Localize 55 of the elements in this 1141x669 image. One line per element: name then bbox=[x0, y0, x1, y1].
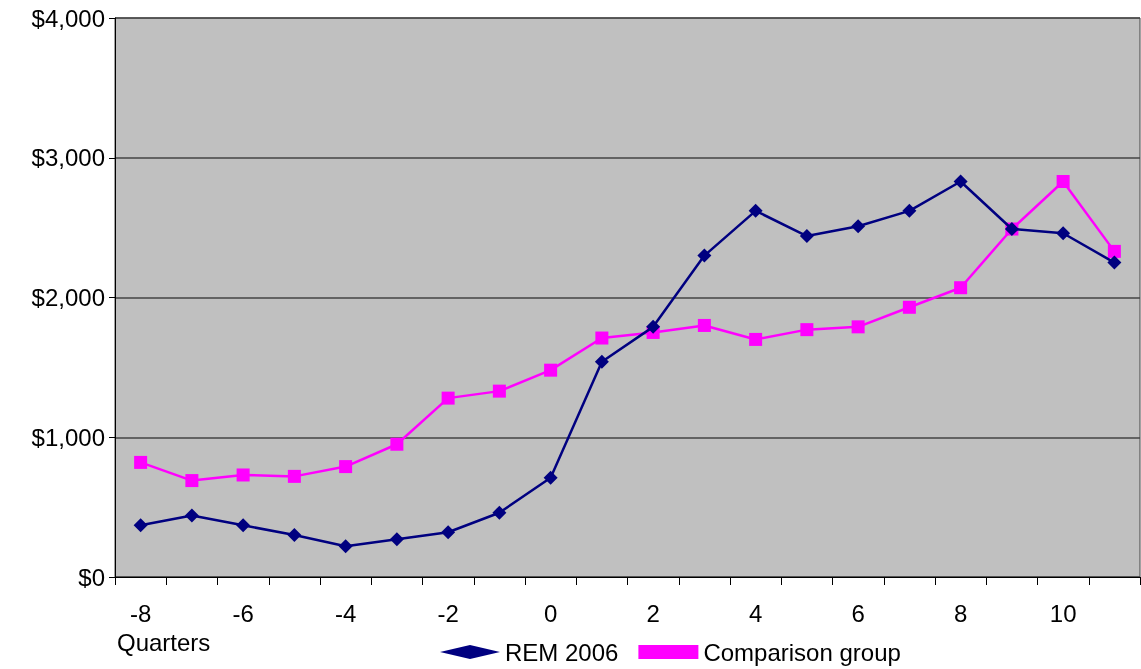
point bbox=[236, 518, 251, 533]
point bbox=[390, 437, 404, 451]
point bbox=[543, 470, 558, 485]
point bbox=[953, 174, 968, 189]
point bbox=[133, 518, 148, 533]
x-tick-label: 8 bbox=[953, 599, 968, 627]
point bbox=[1056, 175, 1070, 189]
x-tick-label: 6 bbox=[851, 599, 865, 627]
point bbox=[851, 219, 866, 234]
y-tick-label: $3,000 bbox=[31, 144, 105, 172]
point bbox=[389, 532, 404, 547]
point bbox=[902, 203, 917, 218]
point bbox=[749, 332, 763, 346]
point bbox=[492, 505, 507, 520]
point bbox=[287, 528, 302, 543]
point bbox=[748, 203, 763, 218]
legend-label: REM 2006 bbox=[505, 638, 619, 666]
y-tick-label: $2,000 bbox=[31, 284, 105, 311]
point bbox=[697, 248, 712, 263]
point bbox=[339, 460, 353, 474]
point bbox=[697, 318, 711, 332]
x-tick-label: -4 bbox=[334, 599, 357, 627]
y-tick-label: $0 bbox=[78, 563, 105, 591]
point bbox=[1107, 255, 1122, 270]
x-tick-label: -6 bbox=[232, 599, 254, 627]
x-tick-label: 10 bbox=[1049, 599, 1077, 627]
point bbox=[594, 354, 609, 369]
x-tick-label: 2 bbox=[646, 599, 660, 627]
point bbox=[492, 384, 506, 398]
point bbox=[544, 363, 558, 377]
x-axis-title: Quarters bbox=[117, 628, 211, 656]
point bbox=[851, 320, 865, 334]
point bbox=[646, 319, 661, 334]
point bbox=[1056, 226, 1071, 241]
point bbox=[441, 391, 455, 405]
point bbox=[287, 469, 301, 483]
x-tick-label: 4 bbox=[748, 599, 763, 627]
point bbox=[902, 300, 916, 314]
x-tick-label: -2 bbox=[437, 599, 459, 627]
y-tick-label: $1,000 bbox=[31, 423, 105, 451]
legend-label: Comparison group bbox=[703, 638, 901, 666]
point bbox=[595, 331, 609, 345]
point bbox=[1107, 244, 1121, 258]
x-tick-label: 0 bbox=[543, 599, 558, 627]
y-tick-label: $4,000 bbox=[31, 4, 105, 32]
point bbox=[236, 468, 250, 482]
point bbox=[338, 539, 353, 554]
point bbox=[954, 281, 968, 295]
point bbox=[800, 323, 814, 337]
point bbox=[799, 229, 814, 244]
point bbox=[441, 525, 456, 540]
point bbox=[134, 455, 148, 469]
point bbox=[185, 474, 199, 488]
point bbox=[184, 508, 199, 523]
x-tick-label: -8 bbox=[129, 599, 152, 627]
